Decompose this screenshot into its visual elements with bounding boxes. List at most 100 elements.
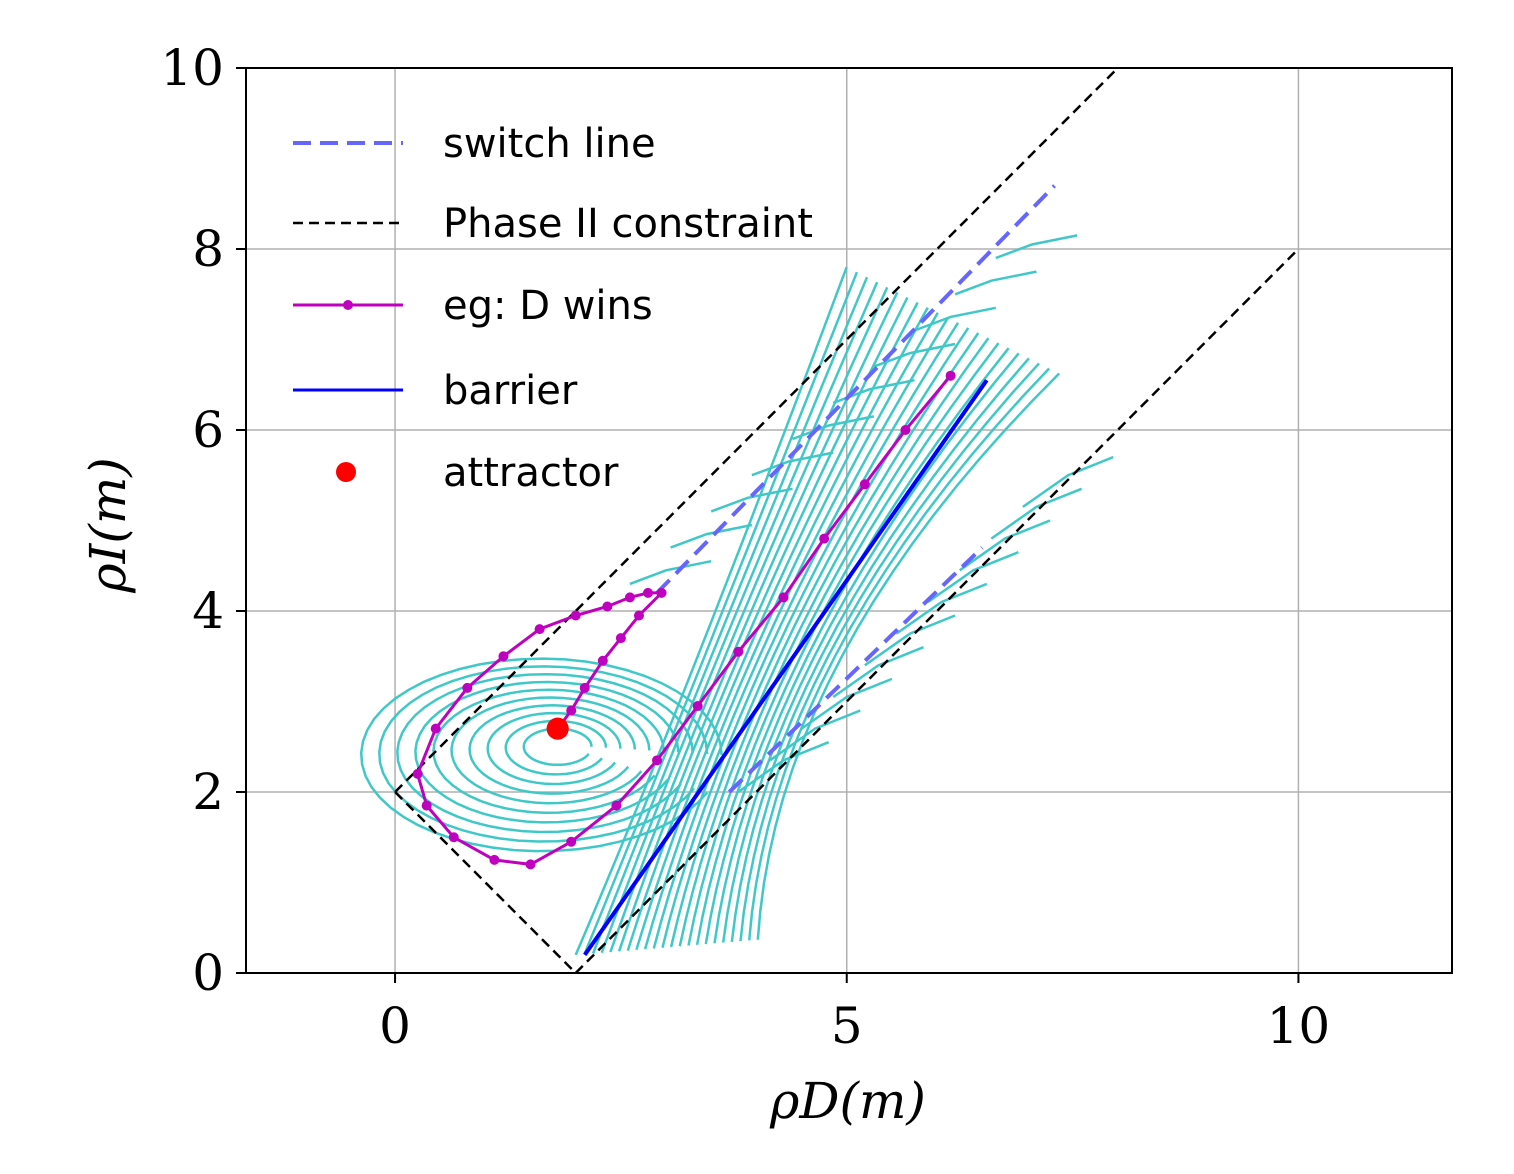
stream-line	[661, 317, 949, 949]
switch-line-segment	[655, 184, 1056, 595]
stream-line	[927, 551, 1019, 604]
stream-line	[792, 415, 875, 441]
y-tick-label: 6	[192, 401, 224, 459]
example-trajectory-point	[633, 610, 644, 621]
stream-line	[832, 646, 924, 699]
example-trajectory-point	[602, 601, 613, 612]
example-trajectory-point	[597, 655, 608, 666]
x-tick-label: 5	[831, 997, 863, 1055]
stream-line	[504, 719, 608, 776]
example-trajectory-point	[421, 800, 432, 811]
stream-line	[710, 487, 793, 513]
legend-label: eg: D wins	[443, 283, 653, 329]
stream-line	[751, 451, 834, 477]
example-trajectory-point	[624, 592, 635, 603]
stream-line	[739, 362, 1040, 942]
stream-line	[669, 322, 960, 948]
example-trajectory-point	[859, 479, 870, 490]
example-trajectory-point	[498, 651, 509, 662]
stream-line	[687, 332, 980, 946]
y-axis-label: ρI(m)	[79, 457, 137, 594]
stream-line	[486, 711, 622, 786]
legend-label: barrier	[443, 368, 578, 414]
example-trajectory-point	[448, 832, 459, 843]
stream-line	[643, 306, 929, 950]
x-axis-label: ρD(m)	[769, 1072, 926, 1130]
phase-ii-constraint-segment	[394, 68, 1119, 793]
stream-line	[864, 614, 956, 667]
example-trajectory-point	[570, 610, 581, 621]
legend-label: attractor	[443, 450, 619, 496]
data-series	[394, 68, 1300, 973]
y-tick-label: 4	[192, 582, 224, 640]
example-trajectory-point	[579, 682, 590, 693]
barrier-line	[583, 379, 989, 957]
switch-line-segment	[727, 546, 984, 794]
stream-line	[583, 271, 859, 955]
stream-line	[652, 312, 939, 949]
stream-line	[990, 487, 1083, 540]
stream-line	[914, 306, 997, 332]
example-trajectory-point	[615, 633, 626, 644]
stream-line	[958, 519, 1051, 572]
stream-line	[832, 378, 915, 405]
stream-line	[629, 559, 712, 586]
y-tick-label: 2	[192, 763, 224, 821]
stream-line	[756, 372, 1061, 940]
stream-line	[450, 696, 651, 805]
example-trajectory-point	[733, 646, 744, 657]
stream-line	[635, 302, 919, 951]
stream-line	[895, 582, 988, 635]
y-tick-label: 10	[160, 39, 224, 97]
y-tick-label: 8	[192, 220, 224, 278]
example-trajectory-point	[566, 705, 577, 716]
example-trajectory-point	[692, 701, 703, 712]
stream-line	[670, 523, 753, 549]
stream-line	[873, 342, 956, 368]
stream-line	[704, 342, 1000, 945]
stream-line	[954, 270, 1037, 296]
stream-line	[713, 347, 1010, 944]
stream-line	[522, 727, 593, 767]
x-tick-label: 10	[1267, 997, 1331, 1055]
example-trajectory-point	[945, 370, 956, 381]
phase-ii-constraint-segment	[574, 248, 1300, 973]
example-trajectory-point	[566, 836, 577, 847]
stream-line	[600, 281, 879, 954]
legend-label: Phase II constraint	[443, 201, 813, 247]
example-trajectory-point	[462, 682, 473, 693]
legend-label: switch line	[443, 121, 656, 167]
example-trajectory-point	[652, 755, 663, 766]
stream-line	[396, 672, 694, 834]
example-trajectory-point	[412, 768, 423, 779]
stream-line	[432, 688, 666, 815]
legend-swatch-marker	[336, 462, 356, 482]
stream-line	[359, 657, 723, 853]
x-tick-label: 0	[379, 997, 411, 1055]
example-trajectory-point	[489, 854, 500, 865]
stream-line	[800, 677, 893, 730]
example-trajectory-point	[611, 800, 622, 811]
plot-frame	[245, 67, 1453, 974]
example-trajectory-point	[778, 592, 789, 603]
stream-lines	[359, 234, 1114, 956]
phase-ii-constraint-segment	[394, 791, 577, 973]
stream-line	[995, 234, 1078, 260]
stream-line	[769, 709, 861, 762]
example-trajectory-point	[656, 587, 667, 598]
example-trajectory-point	[430, 723, 441, 734]
attractor-point-top	[546, 717, 569, 740]
stream-line	[1022, 455, 1114, 508]
example-trajectory-point	[643, 587, 653, 598]
stream-line	[737, 741, 830, 794]
example-trajectory-point	[900, 425, 911, 435]
stream-line	[468, 704, 637, 795]
stream-line	[574, 266, 848, 956]
example-trajectory-point	[819, 533, 830, 544]
legend: switch line Phase II constraint eg: D wins…	[293, 121, 813, 496]
stream-line	[747, 367, 1051, 941]
y-tick-label: 0	[192, 944, 224, 1002]
example-trajectory-point	[534, 624, 545, 635]
example-trajectory-point	[525, 859, 536, 870]
